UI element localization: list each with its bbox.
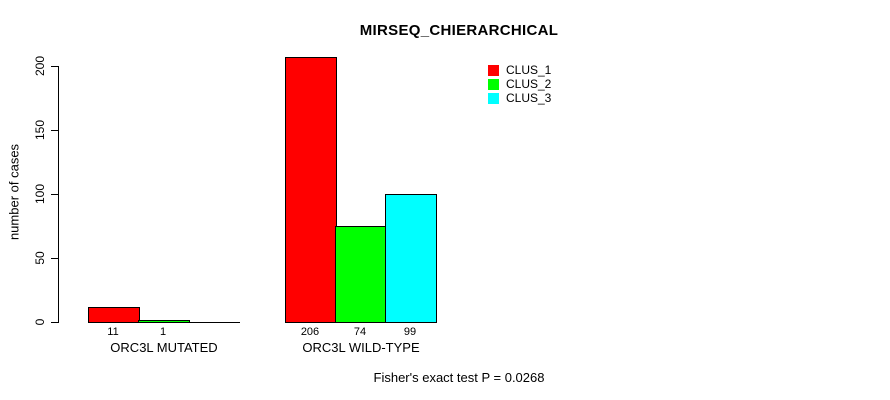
bar-value-label: 1 (159, 326, 167, 338)
bar-clus_3-orc3l-wild-type (385, 194, 437, 323)
legend-item-label: CLUS_3 (506, 91, 552, 105)
y-axis-tick (51, 130, 58, 131)
legend-swatch (488, 78, 499, 90)
y-axis-tick (51, 322, 58, 323)
bar-clus_1-orc3l-mutated (88, 307, 140, 323)
y-axis-tick-label: 150 (33, 119, 47, 141)
y-axis-tick-label: 50 (33, 251, 47, 265)
y-axis-label: number of cases (6, 143, 22, 241)
bar-value-label: 11 (107, 326, 119, 338)
bar-value-label: 99 (403, 326, 417, 338)
x-axis-category-label: ORC3L MUTATED (110, 340, 218, 355)
bar-clus_2-orc3l-mutated (138, 320, 190, 323)
y-axis-tick-label: 100 (33, 183, 47, 205)
legend-swatch (488, 64, 499, 76)
legend-item-label: CLUS_2 (506, 77, 552, 91)
legend-swatch (488, 92, 499, 104)
y-axis-tick (51, 66, 58, 67)
bar-value-label: 206 (300, 326, 320, 338)
legend-item-label: CLUS_1 (506, 63, 552, 77)
y-axis-tick (51, 258, 58, 259)
y-axis-tick-label: 0 (33, 318, 47, 326)
bar-value-label: 74 (353, 326, 367, 338)
y-axis-tick-label: 200 (33, 55, 47, 77)
x-axis-category-label: ORC3L WILD-TYPE (302, 340, 420, 355)
bar-clus_1-orc3l-wild-type (285, 57, 337, 323)
legend-item: CLUS_1 (488, 63, 551, 77)
y-axis-line (58, 66, 59, 323)
legend-item: CLUS_2 (488, 77, 551, 91)
annotation-text: Fisher's exact test P = 0.0268 (373, 370, 545, 385)
bar-clus_3-orc3l-mutated (188, 322, 240, 323)
legend-item: CLUS_3 (488, 91, 551, 105)
chart-title: MIRSEQ_CHIERARCHICAL (359, 22, 559, 39)
bar-clus_2-orc3l-wild-type (335, 226, 387, 323)
y-axis-tick (51, 194, 58, 195)
legend: CLUS_1 CLUS_2 CLUS_3 (488, 63, 551, 105)
